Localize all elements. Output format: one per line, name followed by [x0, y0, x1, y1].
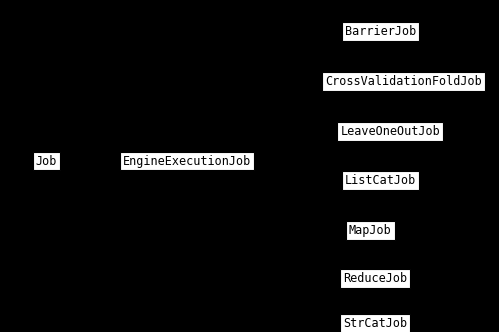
Text: CrossValidationFoldJob: CrossValidationFoldJob: [325, 75, 482, 88]
Text: EngineExecutionJob: EngineExecutionJob: [123, 154, 251, 168]
Text: MapJob: MapJob: [349, 224, 392, 237]
Text: ReduceJob: ReduceJob: [343, 272, 407, 286]
Text: StrCatJob: StrCatJob: [343, 317, 407, 330]
Text: BarrierJob: BarrierJob: [345, 25, 416, 38]
Text: LeaveOneOutJob: LeaveOneOutJob: [340, 124, 440, 138]
Text: ListCatJob: ListCatJob: [345, 174, 416, 188]
Text: Job: Job: [36, 154, 57, 168]
